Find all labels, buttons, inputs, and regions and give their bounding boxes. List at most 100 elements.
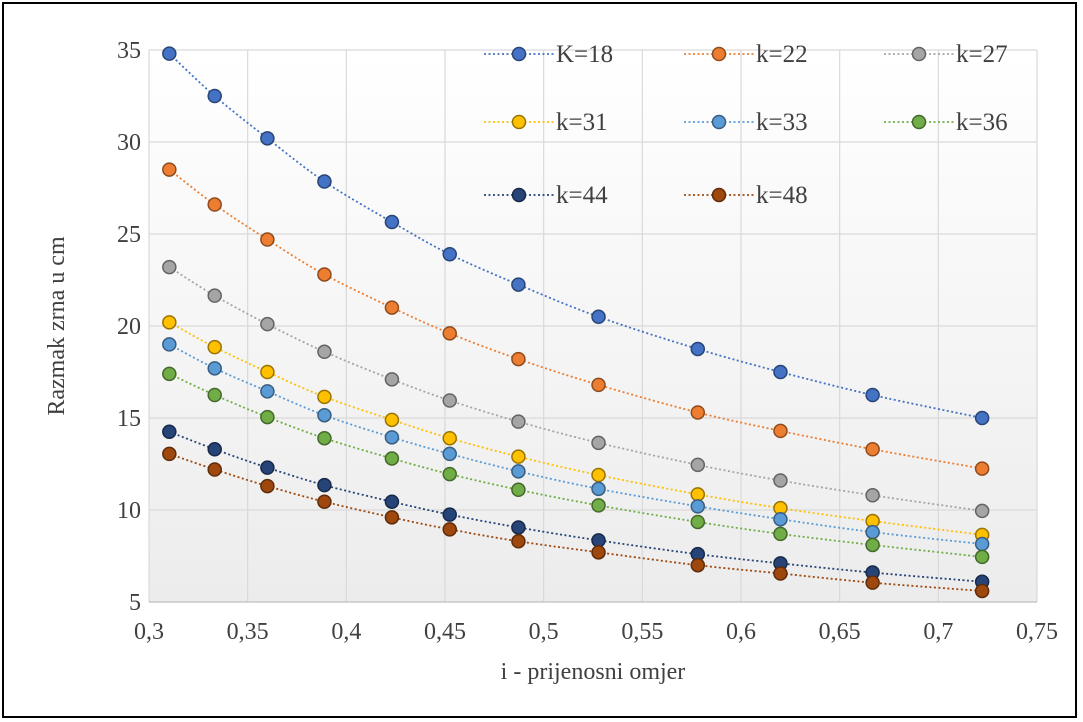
gridlines <box>148 49 1038 603</box>
legend-marker <box>511 46 527 62</box>
data-point <box>974 583 990 599</box>
data-point <box>974 410 990 426</box>
y-tick-label: 15 <box>117 406 141 432</box>
data-point <box>207 88 222 104</box>
series-k=48 <box>162 446 990 599</box>
data-point <box>207 288 222 303</box>
legend-label: k=31 <box>556 109 608 136</box>
legend-item: k=31 <box>484 109 608 136</box>
x-tick-label: 0,3 <box>134 619 164 645</box>
x-tick-label: 0,75 <box>1016 619 1058 645</box>
data-point <box>591 377 606 393</box>
data-point <box>511 534 526 549</box>
data-point <box>317 389 332 405</box>
data-point <box>865 575 880 590</box>
data-point <box>690 514 706 530</box>
legend: K=18 k=22 k=27 k=31 k=33 k=36 k=44 k=48 <box>484 41 1008 209</box>
data-point <box>317 430 332 446</box>
data-point <box>773 473 788 488</box>
data-point <box>591 309 606 325</box>
data-point <box>207 387 222 403</box>
data-point <box>162 337 177 352</box>
legend-label: k=22 <box>756 41 808 68</box>
legend-item: K=18 <box>484 41 613 68</box>
legend-item: k=33 <box>684 109 808 136</box>
x-tick-label: 0,6 <box>726 619 756 645</box>
data-point <box>207 442 222 457</box>
data-point <box>384 372 400 387</box>
y-tick-label: 30 <box>117 130 141 156</box>
data-point <box>317 407 332 423</box>
data-point <box>773 526 788 542</box>
data-point <box>591 481 606 497</box>
data-point <box>442 430 457 446</box>
data-point <box>773 423 788 439</box>
data-point <box>384 451 400 466</box>
data-point <box>511 520 526 535</box>
x-tick-label: 0,35 <box>227 619 269 645</box>
data-point <box>442 466 457 482</box>
data-point <box>690 557 706 573</box>
legend-label: k=33 <box>756 109 808 136</box>
data-point <box>162 259 177 275</box>
x-tick-label: 0,55 <box>621 619 663 645</box>
data-point <box>260 460 275 475</box>
data-point <box>511 482 526 498</box>
data-point <box>442 446 457 462</box>
y-tick-label: 5 <box>129 590 141 616</box>
legend-marker <box>511 187 527 203</box>
legend-marker <box>511 114 527 130</box>
data-point <box>591 545 606 560</box>
data-point <box>974 503 990 519</box>
data-point <box>162 366 177 382</box>
data-point <box>442 507 457 522</box>
series-K=18 <box>162 46 990 426</box>
y-tick-label: 25 <box>117 222 141 248</box>
data-point <box>317 477 332 493</box>
data-point <box>207 361 222 376</box>
series-k=22 <box>162 162 990 476</box>
data-point <box>442 246 457 262</box>
legend-item: k=44 <box>484 182 608 209</box>
data-point <box>384 214 400 230</box>
x-tick-label: 0,5 <box>529 619 559 645</box>
data-point <box>384 430 400 445</box>
data-point <box>260 364 275 380</box>
data-point <box>442 326 457 341</box>
data-point <box>317 267 332 282</box>
legend-item: k=36 <box>884 109 1008 136</box>
data-point <box>442 522 457 537</box>
data-point <box>207 339 222 355</box>
x-tick-label: 0,65 <box>819 619 861 645</box>
data-point <box>511 414 526 429</box>
data-point <box>773 566 788 581</box>
data-point <box>317 494 332 509</box>
data-point <box>511 464 526 479</box>
data-point <box>773 364 788 380</box>
data-point <box>974 549 990 565</box>
legend-label: k=27 <box>956 41 1008 68</box>
data-point <box>162 446 177 462</box>
x-tick-label: 0,4 <box>331 619 361 645</box>
series-k=33 <box>162 337 990 552</box>
x-tick-label: 0,7 <box>923 619 953 645</box>
data-point <box>591 467 606 483</box>
legend-marker <box>711 187 727 203</box>
data-point <box>591 533 606 548</box>
legend-marker <box>911 114 927 130</box>
data-point <box>591 498 606 513</box>
data-point <box>690 487 706 502</box>
data-point <box>690 457 706 473</box>
data-point <box>511 351 526 367</box>
y-axis-title: Razmak zrna u cm <box>44 236 70 416</box>
x-axis-title: i - prijenosni omjer <box>501 659 686 685</box>
data-point <box>260 409 275 425</box>
series-k=31 <box>162 315 990 543</box>
data-point <box>162 162 177 177</box>
legend-marker <box>711 114 727 130</box>
series-layer <box>162 46 990 599</box>
series-k=36 <box>162 366 990 565</box>
data-point <box>260 131 275 146</box>
data-point <box>317 344 332 360</box>
